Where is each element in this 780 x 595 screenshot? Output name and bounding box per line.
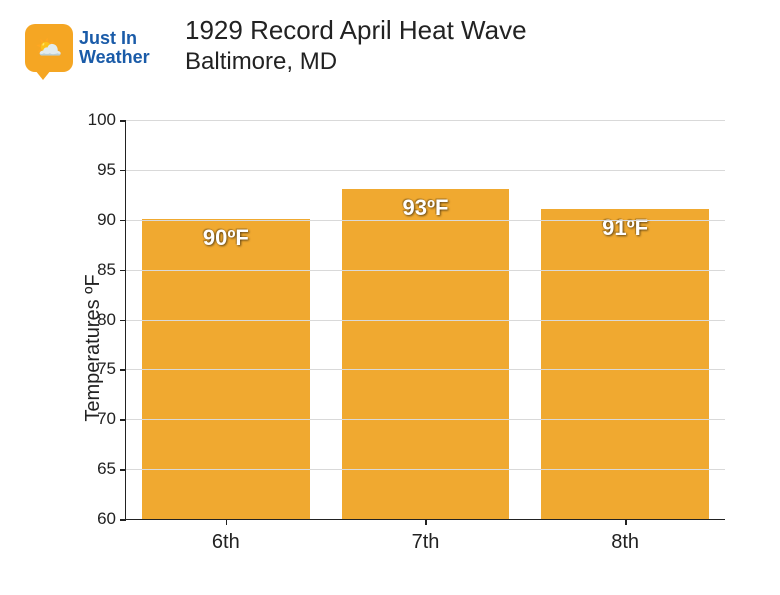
ytick-label: 70 [97, 409, 126, 429]
gridline [126, 170, 725, 171]
weather-icon: ⛅ [35, 37, 62, 59]
header: ⛅ Just In Weather 1929 Record April Heat… [0, 0, 780, 80]
gridline [126, 419, 725, 420]
y-axis-label: Temperatures ºF [82, 274, 105, 421]
bar-value-label: 90ºF [203, 225, 249, 251]
xtick-label: 7th [412, 519, 440, 554]
logo-bubble-icon: ⛅ [25, 24, 73, 72]
logo-line1: Just In [79, 29, 150, 48]
gridline [126, 469, 725, 470]
ytick-label: 75 [97, 359, 126, 379]
ytick-label: 90 [97, 210, 126, 230]
logo-text: Just In Weather [79, 29, 150, 67]
gridline [126, 320, 725, 321]
ytick-label: 95 [97, 160, 126, 180]
plot-area: 90ºF6th93ºF7th91ºF8th 606570758085909510… [125, 120, 725, 520]
chart: Temperatures ºF 90ºF6th93ºF7th91ºF8th 60… [55, 120, 745, 575]
logo: ⛅ Just In Weather [25, 15, 165, 80]
gridline [126, 270, 725, 271]
chart-subtitle: Baltimore, MD [185, 48, 527, 76]
bar-value-label: 93ºF [403, 195, 449, 221]
ytick-label: 80 [97, 310, 126, 330]
xtick-label: 6th [212, 519, 240, 554]
ytick-label: 85 [97, 260, 126, 280]
xtick-label: 8th [611, 519, 639, 554]
bar: 91ºF [541, 209, 709, 519]
gridline [126, 220, 725, 221]
gridline [126, 120, 725, 121]
ytick-label: 60 [97, 509, 126, 529]
ytick-label: 100 [88, 110, 126, 130]
bar-wrap: 91ºF8th [541, 209, 709, 519]
logo-line2: Weather [79, 48, 150, 67]
gridline [126, 369, 725, 370]
title-block: 1929 Record April Heat Wave Baltimore, M… [185, 15, 527, 76]
chart-title: 1929 Record April Heat Wave [185, 15, 527, 46]
ytick-label: 65 [97, 459, 126, 479]
